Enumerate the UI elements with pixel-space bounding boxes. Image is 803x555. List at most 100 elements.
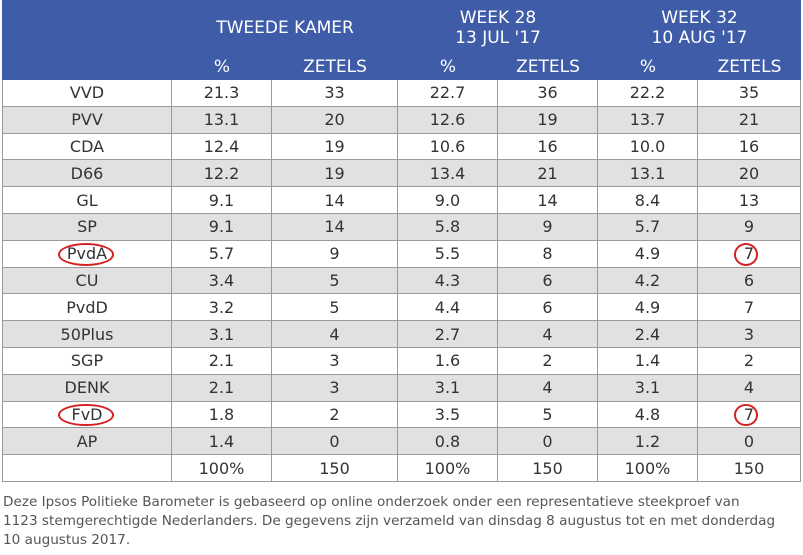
- cell: 12.6: [398, 106, 498, 134]
- row-label: PvdD: [2, 294, 172, 322]
- cell: 1.2: [598, 428, 698, 456]
- cell: 19: [272, 160, 398, 188]
- cell: 3: [272, 374, 398, 402]
- cell: 10.0: [598, 133, 698, 161]
- cell: 100%: [598, 455, 698, 482]
- cell: 8.4: [598, 187, 698, 214]
- cell: 4.8: [598, 401, 698, 429]
- highlight-ring: [58, 403, 114, 427]
- cell: 13.4: [398, 160, 498, 188]
- cell: 2.7: [398, 321, 498, 348]
- group-header-line: WEEK 28: [459, 8, 537, 28]
- column-header: %: [439, 57, 457, 77]
- cell: 3.5: [398, 401, 498, 429]
- cell: 19: [498, 106, 598, 134]
- cell: 35: [698, 80, 801, 107]
- cell: 9.1: [172, 214, 272, 241]
- cell: 9: [498, 214, 598, 241]
- column-header: %: [639, 57, 657, 77]
- cell: 16: [498, 133, 598, 161]
- cell: 5.7: [172, 240, 272, 268]
- group-header: WEEK 32 10 AUG '17: [598, 4, 801, 52]
- cell: 3.1: [172, 321, 272, 348]
- cell: 9.0: [398, 187, 498, 214]
- cell: 4: [698, 374, 801, 402]
- cell: 4: [498, 374, 598, 402]
- cell: 100%: [172, 455, 272, 482]
- group-header-line: 10 AUG '17: [651, 28, 748, 48]
- group-header-line: 13 JUL '17: [455, 28, 541, 48]
- cell: 3: [698, 321, 801, 348]
- cell: 2.4: [598, 321, 698, 348]
- cell: 5.7: [598, 214, 698, 241]
- group-header: TWEEDE KAMER: [172, 4, 398, 52]
- cell: 6: [498, 267, 598, 295]
- cell: 9: [272, 240, 398, 268]
- row-label: AP: [2, 428, 172, 456]
- cell: 22.7: [398, 80, 498, 107]
- cell: 3.1: [598, 374, 698, 402]
- cell: 7: [698, 294, 801, 322]
- cell: 150: [272, 455, 398, 482]
- row-label: VVD: [2, 80, 172, 107]
- cell: 9: [698, 214, 801, 241]
- cell: 1.6: [398, 348, 498, 375]
- cell: 13.1: [598, 160, 698, 188]
- cell: 9.1: [172, 187, 272, 214]
- row-label: GL: [2, 187, 172, 214]
- group-header-line: TWEEDE KAMER: [216, 18, 354, 38]
- cell: 10.6: [398, 133, 498, 161]
- row-label: CU: [2, 267, 172, 295]
- row-label: PVV: [2, 106, 172, 134]
- cell: 5: [272, 267, 398, 295]
- cell: 100%: [398, 455, 498, 482]
- cell: 13: [698, 187, 801, 214]
- cell: 36: [498, 80, 598, 107]
- highlight-ring: [734, 403, 758, 427]
- cell: 3.1: [398, 374, 498, 402]
- cell: 5.5: [398, 240, 498, 268]
- cell: 14: [498, 187, 598, 214]
- cell: 2.1: [172, 374, 272, 402]
- cell: 4.9: [598, 240, 698, 268]
- cell: 8: [498, 240, 598, 268]
- cell: 6: [498, 294, 598, 322]
- cell: 4.4: [398, 294, 498, 322]
- footnote: Deze Ipsos Politieke Barometer is gebase…: [3, 494, 740, 510]
- cell: 13.1: [172, 106, 272, 134]
- cell: 4.2: [598, 267, 698, 295]
- cell: 12.2: [172, 160, 272, 188]
- cell: 0: [698, 428, 801, 456]
- cell: 21: [498, 160, 598, 188]
- cell: 14: [272, 214, 398, 241]
- column-header: %: [213, 57, 231, 77]
- cell: 1.4: [172, 428, 272, 456]
- table-header: [2, 0, 801, 80]
- highlight-ring: [734, 242, 758, 266]
- cell: 4: [272, 321, 398, 348]
- cell: 4.9: [598, 294, 698, 322]
- column-header: ZETELS: [303, 57, 367, 77]
- row-label: SP: [2, 214, 172, 241]
- cell: 20: [698, 160, 801, 188]
- row-label: 50Plus: [2, 321, 172, 348]
- cell: 4.3: [398, 267, 498, 295]
- cell: 1.4: [598, 348, 698, 375]
- group-header-line: WEEK 32: [661, 8, 738, 28]
- cell: 3.4: [172, 267, 272, 295]
- row-label: SGP: [2, 348, 172, 375]
- cell: 13.7: [598, 106, 698, 134]
- cell: 14: [272, 187, 398, 214]
- footnote: 10 augustus 2017.: [3, 532, 131, 548]
- column-header: ZETELS: [717, 57, 782, 77]
- cell: 150: [498, 455, 598, 482]
- cell: 21.3: [172, 80, 272, 107]
- cell: 0: [272, 428, 398, 456]
- cell: 16: [698, 133, 801, 161]
- row-label: [2, 455, 172, 482]
- column-header: ZETELS: [516, 57, 580, 77]
- group-header: WEEK 28 13 JUL '17: [398, 4, 598, 52]
- cell: 22.2: [598, 80, 698, 107]
- cell: 150: [698, 455, 801, 482]
